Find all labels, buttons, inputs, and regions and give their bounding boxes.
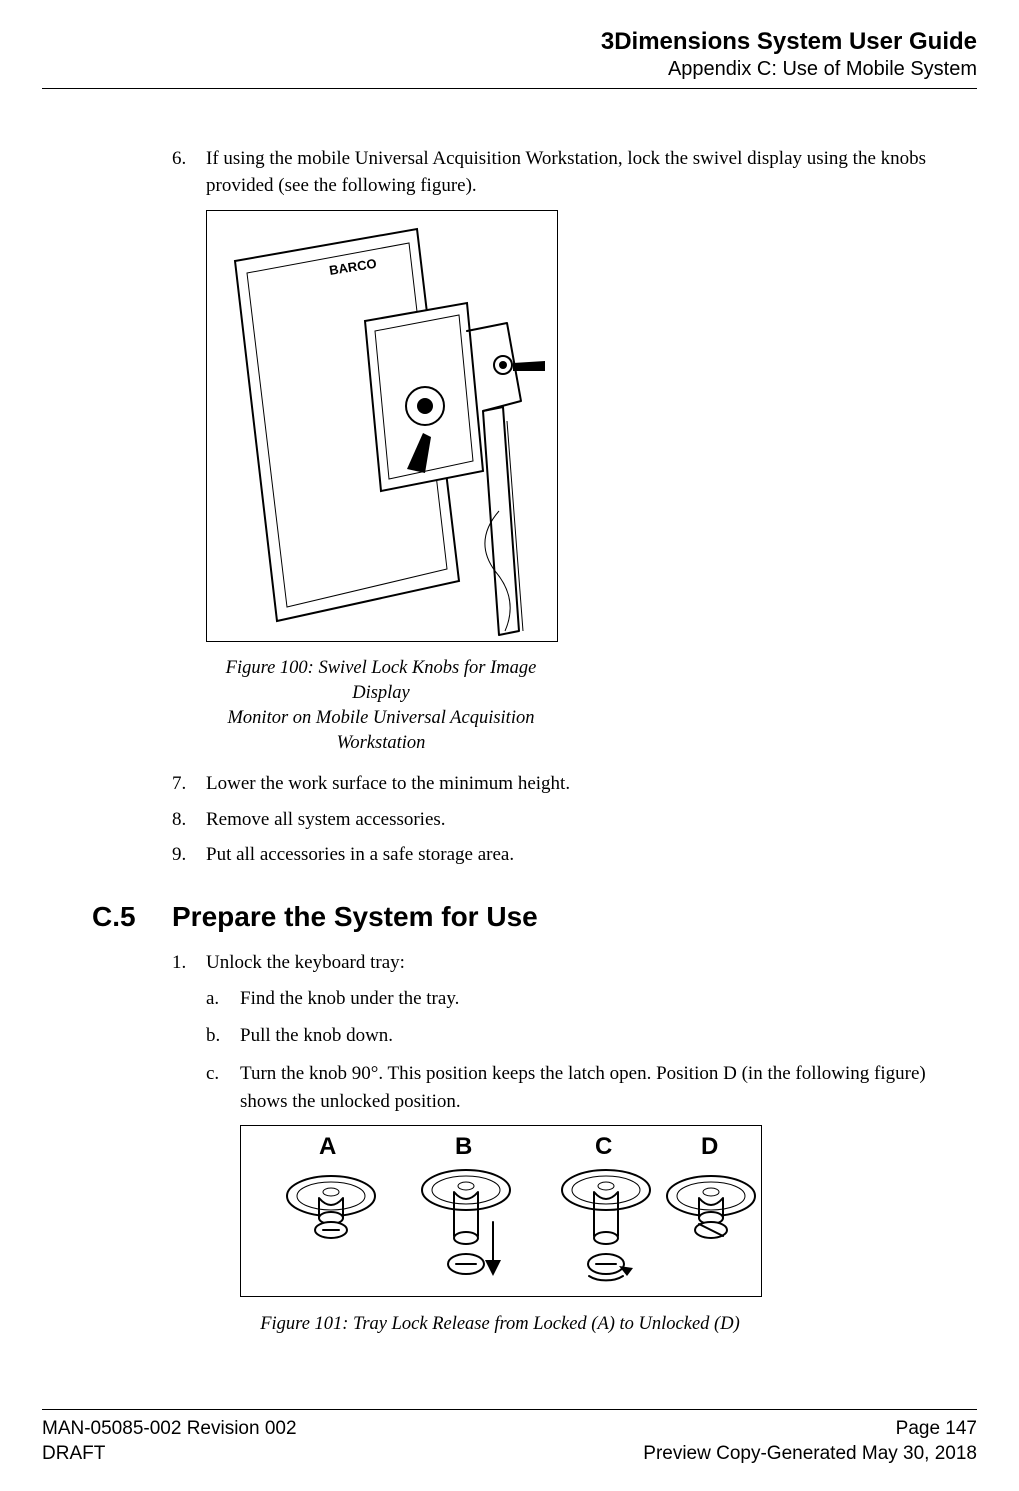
figure-100: BARCO [206,210,977,756]
doc-title: 3Dimensions System User Guide [42,28,977,56]
figure-100-caption-l2: Monitor on Mobile Universal Acquisition … [206,706,556,756]
step-text: Put all accessories in a safe storage ar… [206,841,977,869]
substep-letter: c. [206,1060,240,1115]
footer-doc-id: MAN-05085-002 Revision 002 [42,1416,297,1442]
step-9: 9. Put all accessories in a safe storage… [172,841,977,869]
step-text: Lower the work surface to the minimum he… [206,770,977,798]
knob-d [667,1176,755,1238]
page-content: 6. If using the mobile Universal Acquisi… [42,89,977,1409]
step-number: 1. [172,949,206,977]
step-8: 8. Remove all system accessories. [172,806,977,834]
figure-101-frame: A B C D [240,1125,762,1297]
figure-101-svg: A B C D [241,1126,761,1296]
substep-text: Pull the knob down. [240,1022,977,1050]
step-7: 7. Lower the work surface to the minimum… [172,770,977,798]
footer-draft: DRAFT [42,1441,105,1467]
footer-generated: Preview Copy-Generated May 30, 2018 [643,1441,977,1467]
doc-subtitle: Appendix C: Use of Mobile System [42,56,977,82]
figure-100-frame: BARCO [206,210,558,642]
section-c5-head: C.5 Prepare the System for Use [92,897,977,938]
step-number: 8. [172,806,206,834]
section-title: Prepare the System for Use [172,897,538,938]
substep-letter: a. [206,985,240,1013]
footer-page-number: Page 147 [896,1416,977,1442]
knob-c [562,1170,650,1280]
sublist-c5-1: a. Find the knob under the tray. b. Pull… [206,985,977,1115]
mount-hub-center [417,398,433,414]
step-text: If using the mobile Universal Acquisitio… [206,145,977,200]
figure-100-caption-l1: Figure 100: Swivel Lock Knobs for Image … [206,656,556,706]
upper-knob-center [499,361,507,369]
step-number: 6. [172,145,206,200]
step-c5-1: 1. Unlock the keyboard tray: [172,949,977,977]
support-column [483,407,519,635]
substep-a: a. Find the knob under the tray. [206,985,977,1013]
step-6: 6. If using the mobile Universal Acquisi… [172,145,977,200]
procedure-list-c5: 1. Unlock the keyboard tray: [172,949,977,977]
page-header: 3Dimensions System User Guide Appendix C… [42,28,977,82]
step-number: 9. [172,841,206,869]
label-a: A [319,1133,336,1160]
figure-100-caption: Figure 100: Swivel Lock Knobs for Image … [206,656,556,756]
substep-c: c. Turn the knob 90°. This position keep… [206,1060,977,1115]
section-number: C.5 [92,897,144,938]
procedure-list-top: 6. If using the mobile Universal Acquisi… [172,145,977,200]
procedure-list-mid: 7. Lower the work surface to the minimum… [172,770,977,869]
knob-b [422,1170,510,1276]
substep-letter: b. [206,1022,240,1050]
label-d: D [701,1133,718,1160]
label-b: B [455,1133,472,1160]
substep-text: Find the knob under the tray. [240,985,977,1013]
figure-101: A B C D [240,1125,977,1337]
substep-text: Turn the knob 90°. This position keeps t… [240,1060,977,1115]
step-text: Unlock the keyboard tray: [206,949,977,977]
knob-a [287,1176,375,1238]
label-c: C [595,1133,612,1160]
substep-b: b. Pull the knob down. [206,1022,977,1050]
page-footer: MAN-05085-002 Revision 002 Page 147 DRAF… [42,1416,977,1467]
arrow-high-icon [513,361,545,371]
footer-rule [42,1409,977,1410]
figure-101-caption: Figure 101: Tray Lock Release from Locke… [240,1312,760,1337]
figure-100-svg: BARCO [207,211,557,641]
step-number: 7. [172,770,206,798]
step-text: Remove all system accessories. [206,806,977,834]
